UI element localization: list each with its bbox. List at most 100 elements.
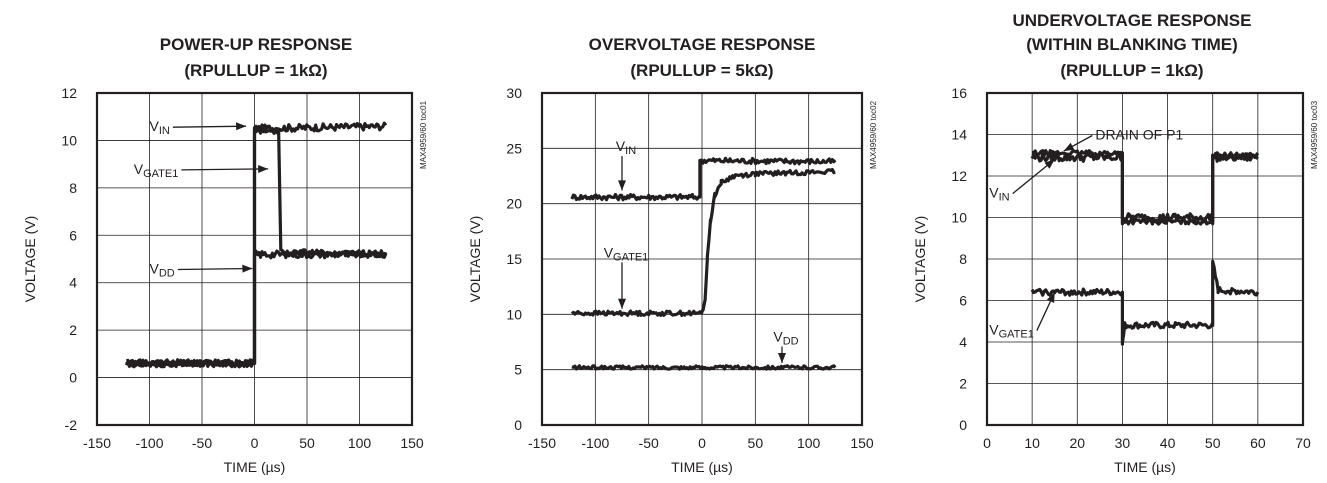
x-tick-label: 100 bbox=[348, 435, 372, 451]
y-tick-label: 4 bbox=[69, 275, 77, 291]
x-tick-label: -50 bbox=[639, 435, 659, 451]
plot-frame bbox=[95, 91, 414, 427]
arrowhead bbox=[1063, 142, 1075, 152]
x-tick-label: -100 bbox=[135, 435, 163, 451]
y-tick-label: 10 bbox=[506, 306, 522, 322]
chart-title: (RPULLUP = 5kΩ) bbox=[630, 61, 773, 80]
x-tick-label: 70 bbox=[1295, 435, 1311, 451]
annotation-vgate1: VGATE1 bbox=[604, 244, 649, 309]
y-axis-label: VOLTAGE (V) bbox=[22, 216, 38, 303]
x-tick-label: -100 bbox=[581, 435, 609, 451]
chart-title: (RPULLUP = 1kΩ) bbox=[1060, 61, 1203, 80]
arrowhead bbox=[618, 298, 626, 309]
y-tick-label: 6 bbox=[69, 227, 77, 243]
x-tick-label: 0 bbox=[251, 435, 259, 451]
x-tick-label: -50 bbox=[192, 435, 212, 451]
plot-frame bbox=[985, 91, 1305, 427]
y-tick-label: 12 bbox=[951, 168, 967, 184]
series-drain-of-p1 bbox=[1031, 149, 1260, 226]
x-tick-label: 150 bbox=[850, 435, 874, 451]
chart-2: OVERVOLTAGE RESPONSE (RPULLUP = 5kΩ) -150 -… bbox=[467, 35, 878, 475]
y-tick-label: 16 bbox=[951, 85, 967, 101]
y-tick-label: 2 bbox=[69, 322, 77, 338]
arrowhead bbox=[618, 180, 626, 191]
y-tick-label: 30 bbox=[506, 85, 522, 101]
y-tick-label: 6 bbox=[959, 293, 967, 309]
annotation-arrow-line bbox=[177, 267, 253, 271]
arrowhead bbox=[778, 353, 786, 363]
y-tick-label: 0 bbox=[69, 370, 77, 386]
x-tick-label: 60 bbox=[1250, 435, 1266, 451]
y-tick-label: 4 bbox=[959, 334, 967, 350]
annotation-vin: VIN bbox=[616, 138, 636, 191]
figure-code: MAX4959/60 toc01 bbox=[419, 100, 428, 169]
annotation-label: VDD bbox=[150, 260, 175, 279]
x-axis-label: TIME (µs) bbox=[1114, 459, 1176, 475]
x-tick-label: 30 bbox=[1115, 435, 1131, 451]
arrowhead bbox=[1044, 159, 1055, 169]
plot-frame bbox=[540, 91, 864, 427]
x-tick-label: 20 bbox=[1069, 435, 1085, 451]
series-vin bbox=[570, 156, 837, 202]
annotation-vin: VIN bbox=[150, 118, 247, 137]
chart-title: OVERVOLTAGE RESPONSE bbox=[589, 35, 816, 54]
y-tick-label: 20 bbox=[506, 196, 522, 212]
y-tick-label: -2 bbox=[65, 417, 78, 433]
figure-code: MAX4959/60 toc03 bbox=[1310, 100, 1319, 169]
x-tick-label: 0 bbox=[983, 435, 991, 451]
y-tick-label: 2 bbox=[959, 376, 967, 392]
series-vdd bbox=[571, 364, 837, 371]
y-axis-label: VOLTAGE (V) bbox=[467, 216, 483, 303]
y-axis-label: VOLTAGE (V) bbox=[912, 216, 928, 303]
annotation-label: VIN bbox=[150, 118, 170, 137]
x-tick-label: 10 bbox=[1024, 435, 1040, 451]
annotation-label: VGATE1 bbox=[989, 322, 1034, 341]
chart-3: UNDERVOLTAGE RESPONSE (WITHIN BLANKING TI… bbox=[912, 11, 1319, 475]
annotation-label: VDD bbox=[773, 328, 798, 347]
chart-title: UNDERVOLTAGE RESPONSE bbox=[1013, 11, 1252, 30]
arrowhead bbox=[258, 165, 269, 173]
annotation-label: VIN bbox=[616, 138, 636, 157]
arrowhead bbox=[236, 122, 247, 131]
y-tick-label: 5 bbox=[514, 362, 522, 378]
x-tick-label: 50 bbox=[1205, 435, 1221, 451]
x-tick-label: 100 bbox=[797, 435, 821, 451]
x-tick-label: 0 bbox=[698, 435, 706, 451]
annotation-vgate1: VGATE1 bbox=[134, 161, 269, 180]
y-tick-label: 12 bbox=[61, 85, 77, 101]
annotation-vdd: VDD bbox=[773, 328, 799, 364]
chart-title: (RPULLUP = 1kΩ) bbox=[184, 61, 327, 80]
annotation-label: VIN bbox=[989, 185, 1009, 204]
y-tick-label: 0 bbox=[959, 417, 967, 433]
y-tick-label: 10 bbox=[951, 210, 967, 226]
arrowhead bbox=[242, 264, 253, 273]
annotation-label: DRAIN OF P1 bbox=[1095, 127, 1183, 143]
x-tick-label: 150 bbox=[400, 435, 424, 451]
y-tick-label: 10 bbox=[61, 132, 77, 148]
annotation-vin: VIN bbox=[989, 158, 1056, 204]
y-tick-label: 15 bbox=[506, 251, 522, 267]
x-tick-label: 50 bbox=[299, 435, 315, 451]
annotation-label: VGATE1 bbox=[134, 161, 179, 180]
x-axis-label: TIME (µs) bbox=[671, 459, 733, 475]
y-tick-label: 8 bbox=[959, 251, 967, 267]
annotation-vgate1: VGATE1 bbox=[989, 291, 1056, 341]
chart-title: (WITHIN BLANKING TIME) bbox=[1026, 35, 1238, 54]
annotation-arrow-line bbox=[181, 168, 269, 171]
chart-1: POWER-UP RESPONSE (RPULLUP = 1kΩ) -150 -100… bbox=[22, 35, 428, 475]
x-tick-label: -150 bbox=[83, 435, 111, 451]
annotation-label: VGATE1 bbox=[604, 244, 649, 263]
arrowhead bbox=[1046, 292, 1055, 303]
y-tick-label: 8 bbox=[69, 180, 77, 196]
chart-title: POWER-UP RESPONSE bbox=[160, 35, 352, 54]
y-tick-label: 0 bbox=[514, 417, 522, 433]
x-tick-label: 50 bbox=[748, 435, 764, 451]
x-tick-label: 40 bbox=[1160, 435, 1176, 451]
y-tick-label: 14 bbox=[951, 127, 967, 143]
x-tick-label: -150 bbox=[528, 435, 556, 451]
annotation-drain-of-p1: DRAIN OF P1 bbox=[1063, 127, 1183, 152]
series-vgate1 bbox=[570, 167, 836, 317]
series-vgate1 bbox=[1030, 259, 1260, 346]
y-tick-label: 25 bbox=[506, 140, 522, 156]
